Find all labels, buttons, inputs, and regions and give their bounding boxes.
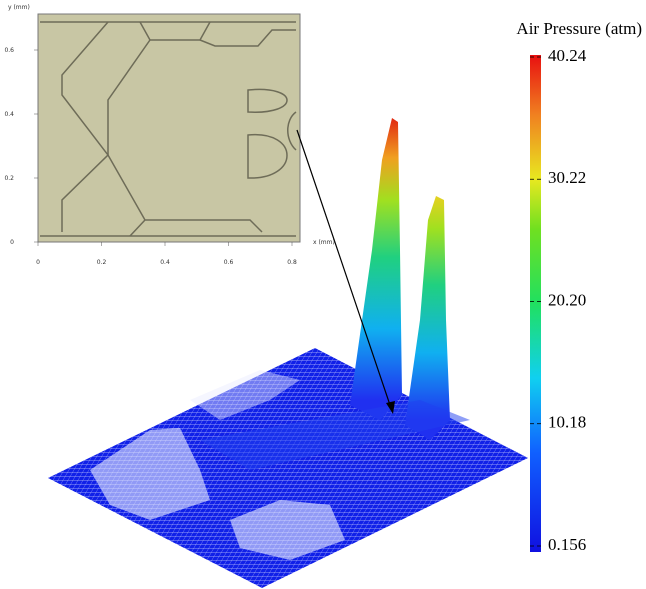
y-axis-label: y (mm) bbox=[8, 4, 30, 11]
page: {"chart_data": [ {"type": "colorbar", "t… bbox=[0, 0, 646, 589]
figure: 0 0.2 0.4 0.6 0.8 0 0.2 0.4 0.6 y (mm) x (mm) Air … bbox=[0, 0, 646, 589]
inset: 0 0.2 0.4 0.6 0.8 0 0.2 0.4 0.6 y (mm) x (mm) bbox=[4, 4, 395, 414]
inset-panel bbox=[38, 14, 300, 242]
x-tick-label: 0.4 bbox=[160, 259, 170, 266]
y-tick-label: 0.6 bbox=[4, 47, 14, 54]
colorbar-title: Air Pressure (atm) bbox=[516, 19, 642, 38]
colorbar-tick-label: 0.156 bbox=[548, 535, 586, 554]
colorbar bbox=[530, 55, 541, 552]
x-tick-label: 0 bbox=[36, 259, 40, 266]
x-axis-label: x (mm) bbox=[313, 239, 335, 246]
y-tick-label: 0.4 bbox=[4, 111, 14, 118]
colorbar-tick-label: 40.24 bbox=[548, 46, 587, 65]
colorbar-tick-label: 20.20 bbox=[548, 290, 586, 309]
x-tick-label: 0.6 bbox=[224, 259, 234, 266]
colorbar-tick-label: 30.22 bbox=[548, 168, 586, 187]
x-tick-label: 0.2 bbox=[97, 259, 107, 266]
pressure-peak bbox=[350, 118, 402, 420]
y-tick-label: 0 bbox=[10, 239, 14, 246]
y-tick-label: 0.2 bbox=[4, 175, 14, 182]
colorbar-tick-label: 10.18 bbox=[548, 413, 586, 432]
x-tick-label: 0.8 bbox=[287, 259, 297, 266]
